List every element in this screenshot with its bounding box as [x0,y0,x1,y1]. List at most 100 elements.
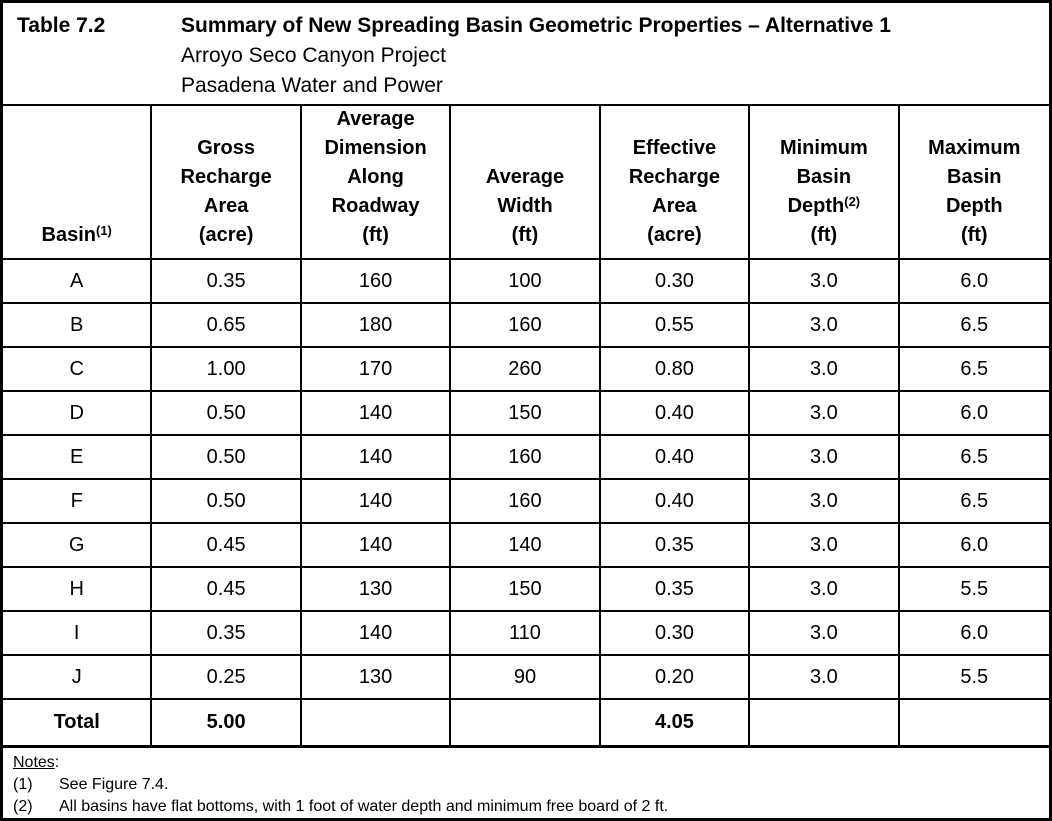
header-line: Average [485,166,565,188]
header-cell-average-dimension-along-roadway: Average Dimension Along Roadway (ft) [301,106,452,260]
table-cell-maximum-basin-depth: 5.5 [899,568,1049,612]
table-title: Summary of New Spreading Basin Geometric… [181,14,891,37]
table-cell-maximum-basin-depth: 6.5 [899,480,1049,524]
table-cell-average-dimension-along-roadway: 140 [301,392,452,436]
header-line: Depth(2) [787,194,861,217]
header-cell-effective-recharge-area: Effective Recharge Area (acre) [600,106,751,260]
table-cell-average-width: 90 [451,656,601,700]
note-number: (1) [13,776,33,793]
table-cell-gross-recharge-area: 1.00 [152,348,302,392]
table-cell-average-dimension-along-roadway: 140 [301,480,452,524]
table-cell-average-dimension-along-roadway: 140 [301,524,452,568]
header-line: Basin(1) [41,223,112,246]
row-label-basin-E: E [3,436,153,480]
header-cell-average-width: Average Width (ft) [451,106,601,260]
table-cell-average-dimension-along-roadway: 180 [301,304,452,348]
table-cell-maximum-basin-depth: 6.5 [899,304,1049,348]
table-cell-minimum-basin-depth: 3.0 [750,304,900,348]
table-cell-effective-recharge-area: 0.40 [600,436,751,480]
row-label-basin-D: D [3,392,153,436]
total-cell-gross-recharge-area: 5.00 [152,700,302,745]
table-cell-gross-recharge-area: 0.50 [152,480,302,524]
table-cell-maximum-basin-depth: 6.0 [899,392,1049,436]
table-cell-minimum-basin-depth: 3.0 [750,348,900,392]
total-cell-minimum-basin-depth [750,700,900,745]
header-cell-gross-recharge-area: Gross Recharge Area (acre) [152,106,302,260]
title-block: Table 7.2 Summary of New Spreading Basin… [3,3,1049,106]
header-line: (acre) [198,224,254,246]
table-cell-effective-recharge-area: 0.55 [600,304,751,348]
header-line: (ft) [511,224,539,246]
table-cell-minimum-basin-depth: 3.0 [750,480,900,524]
note-item-2: (2) All basins have flat bottoms, with 1 … [13,796,1039,818]
row-label-basin-I: I [3,612,153,656]
table-cell-average-dimension-along-roadway: 130 [301,656,452,700]
total-cell-average-dimension-along-roadway [302,700,452,745]
header-line: Recharge [628,166,720,188]
row-label-basin-C: C [3,348,153,392]
table-cell-average-width: 150 [451,392,601,436]
table-cell-effective-recharge-area: 0.35 [600,524,751,568]
header-line: Maximum [928,137,1021,159]
table-cell-maximum-basin-depth: 6.0 [899,260,1049,304]
table-cell-average-width: 100 [451,260,601,304]
row-label-basin-B: B [3,304,153,348]
footnote-marker: (1) [96,223,112,238]
table-cell-effective-recharge-area: 0.30 [600,260,751,304]
table-cell-average-width: 260 [451,348,601,392]
header-line: Along [347,166,404,188]
header-cell-minimum-basin-depth: Minimum Basin Depth(2) (ft) [750,106,900,260]
note-text: All basins have flat bottoms, with 1 foo… [59,798,669,815]
table-cell-average-dimension-along-roadway: 130 [301,568,452,612]
table-cell-minimum-basin-depth: 3.0 [750,260,900,304]
table-subtitle-project: Arroyo Seco Canyon Project [181,44,446,67]
table-cell-minimum-basin-depth: 3.0 [750,656,900,700]
table-cell-gross-recharge-area: 0.50 [152,392,302,436]
table-cell-maximum-basin-depth: 6.5 [899,348,1049,392]
header-cell-basin: Basin(1) [3,106,153,260]
table-cell-minimum-basin-depth: 3.0 [750,524,900,568]
note-text: See Figure 7.4. [59,776,169,793]
table-cell-average-width: 160 [451,436,601,480]
header-line: (ft) [810,224,838,246]
table-cell-minimum-basin-depth: 3.0 [750,612,900,656]
row-label-basin-F: F [3,480,153,524]
table-cell-average-dimension-along-roadway: 140 [301,612,452,656]
table-cell-gross-recharge-area: 0.65 [152,304,302,348]
table-cell-gross-recharge-area: 0.35 [152,612,302,656]
table-cell-minimum-basin-depth: 3.0 [750,568,900,612]
table-cell-average-width: 110 [451,612,601,656]
table-cell-average-width: 160 [451,480,601,524]
header-line: Depth [945,195,1003,217]
table-cell-average-dimension-along-roadway: 170 [301,348,452,392]
table-cell-effective-recharge-area: 0.40 [600,392,751,436]
note-items: (1) See Figure 7.4. (2) All basins have fla… [13,774,1039,818]
notes-section: Notes: (1) See Figure 7.4. (2) All basins h… [3,745,1049,818]
header-line: (acre) [647,224,702,246]
table-cell-maximum-basin-depth: 5.5 [899,656,1049,700]
table-cell-average-dimension-along-roadway: 140 [301,436,452,480]
footnote-marker: (2) [844,194,861,209]
table-cell-gross-recharge-area: 0.45 [152,568,302,612]
table-cell-effective-recharge-area: 0.20 [600,656,751,700]
notes-heading: Notes: [13,754,60,771]
table-cell-minimum-basin-depth: 3.0 [750,436,900,480]
table-cell-maximum-basin-depth: 6.0 [899,612,1049,656]
header-line: (ft) [960,224,988,246]
note-item-1: (1) See Figure 7.4. [13,774,1039,796]
header-line: Area [652,195,697,217]
table-cell-minimum-basin-depth: 3.0 [750,392,900,436]
header-line: Width [497,195,553,217]
table-cell-effective-recharge-area: 0.80 [600,348,751,392]
title-main: Summary of New Spreading Basin Geometric… [181,11,1039,101]
total-row-label: Total [3,700,153,745]
total-cell-maximum-basin-depth [900,700,1049,745]
data-table: Basin(1) Gross Recharge Area (acre) Average Di… [3,106,1049,745]
table-number: Table 7.2 [17,14,106,37]
table-cell-average-width: 150 [451,568,601,612]
header-line: Area [203,195,249,217]
header-line: Basin [947,166,1002,188]
table-cell-gross-recharge-area: 0.25 [152,656,302,700]
table-cell-effective-recharge-area: 0.40 [600,480,751,524]
table-cell-gross-recharge-area: 0.50 [152,436,302,480]
